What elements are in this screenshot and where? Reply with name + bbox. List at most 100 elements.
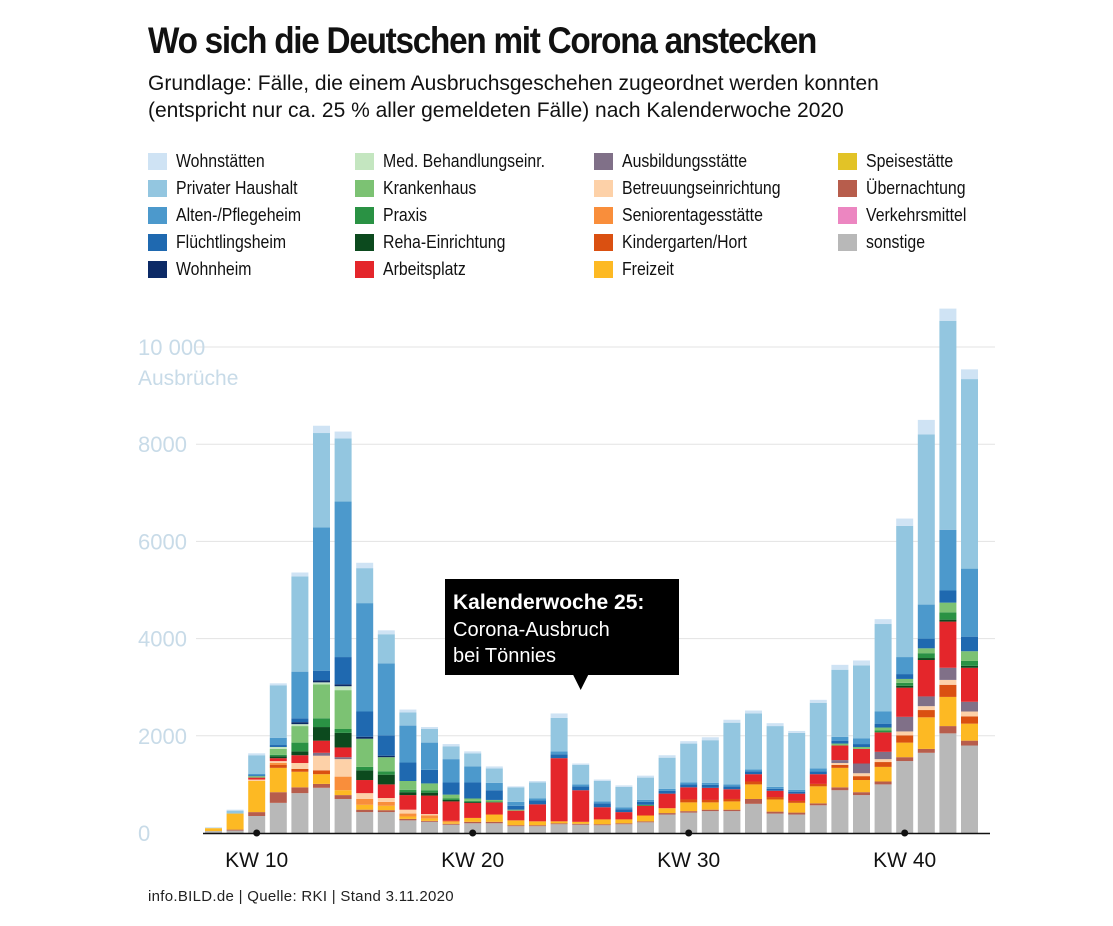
bar-segment-privater-haushalt [637,777,654,800]
bar-segment-arbeitsplatz [961,667,978,702]
bar-segment-uebernachtung [615,823,633,825]
bar-segment-wohnheim [356,736,374,739]
bar-segment-ausbildungsstaette [313,752,330,756]
bar-segment-freizeit [723,801,741,810]
bar-segment-freizeit [939,696,957,727]
bar-segment-uebernachtung [853,792,870,796]
bar-segment-privater-haushalt [529,782,546,799]
bar-segment-krankenhaus [421,783,438,791]
bar-segment-wohnstaetten [205,827,222,829]
bar-segment-uebernachtung [896,757,914,762]
bar-segment-uebernachtung [248,812,266,816]
bar-segment-kindergarten [917,710,935,718]
bar-segment-alten-pflegeheim [723,784,741,787]
bar-segment-freizeit [507,820,525,826]
bar-segment-arbeitsplatz [421,795,438,815]
bar-segment-privater-haushalt [485,768,503,783]
bar-segment-alten-pflegeheim [615,807,633,810]
bar-segment-praxis [874,730,892,733]
x-tick-dot [685,829,693,837]
bar-segment-wohnstaetten [550,713,568,718]
bar-segment-praxis [896,682,914,686]
bar-segment-freizeit [377,805,395,811]
bar-segment-sonstige [874,784,892,833]
bar-segment-krankenhaus [917,648,935,654]
bar-segment-wohnheim [291,722,309,725]
bar-segment-uebernachtung [572,823,590,825]
legend-item: Reha-Einrichtung [355,229,522,255]
bar-segment-fluechtlingsheim [874,723,892,728]
bar-segment-sonstige [269,802,287,833]
bar-segment-freizeit [680,802,698,812]
bar-segment-wohnheim [377,755,395,758]
bar-segment-uebernachtung [637,821,654,823]
bar-segment-privater-haushalt [464,753,482,767]
bar-segment-arbeitsplatz [485,802,503,815]
bar-segment-krankenhaus [442,794,460,799]
bar-segment-uebernachtung [507,825,525,827]
bar-segment-fluechtlingsheim [723,786,741,790]
bar-segment-ausbildungsstaette [334,757,352,760]
bar-segment-sonstige [464,823,482,833]
bar-segment-sonstige [788,814,806,833]
bar-segment-fluechtlingsheim [766,788,784,791]
bar-segment-arbeitsplatz [896,687,914,717]
bar-segment-fluechtlingsheim [356,711,374,737]
bar-segment-arbeitsplatz [550,758,568,822]
bar-segment-sonstige [485,823,503,833]
bar-segment-wohnstaetten [356,562,374,569]
bar-segment-betreuung [356,793,374,799]
y-axis-unit-label: Ausbrüche [138,367,238,390]
bar-segment-arbeitsplatz [853,748,870,764]
bar-segment-wohnstaetten [615,785,633,787]
bar-segment-alten-pflegeheim [572,784,590,787]
bar-segment-freizeit [485,814,503,822]
bar-segment-sonstige [334,798,352,833]
bar-segment-seniorentagesstaette [399,813,417,817]
bar-segment-freizeit [226,813,244,830]
bar-segment-wohnstaetten [917,419,935,435]
bar-segment-med-behandlung [313,682,330,685]
legend-item: Wohnheim [148,256,262,282]
bar-segment-alten-pflegeheim [442,759,460,783]
bar-segment-privater-haushalt [269,685,287,738]
bar-segment-praxis [917,653,935,659]
legend: Wohnstätten Privater Haushalt Alten-/Pfleg… [148,148,1018,288]
legend-swatch [148,260,167,278]
legend-swatch [148,152,167,170]
bar-segment-reha [421,792,438,796]
bar-segment-praxis [334,728,352,733]
bar-segment-sonstige [291,793,309,833]
legend-item: Kindergarten/Hort [594,229,764,255]
bar-segment-alten-pflegeheim [399,725,417,763]
x-tick-dot [901,829,909,837]
bar-segment-wohnstaetten [377,630,395,635]
bar-segment-fluechtlingsheim [442,782,460,795]
bar-segment-betreuung [917,706,935,711]
bar-segment-praxis [637,804,654,806]
bar-segment-krankenhaus [291,726,309,743]
legend-item: Praxis [355,202,433,228]
bar-segment-wohnstaetten [745,710,762,714]
legend-swatch [594,233,613,251]
legend-swatch [594,179,613,197]
bar-segment-sonstige [917,752,935,833]
bar-segment-sonstige [356,812,374,833]
legend-item: Speisestätte [838,148,965,174]
legend-swatch [148,233,167,251]
bar-segment-freizeit [809,786,827,804]
bar-segment-wohnstaetten [269,683,287,686]
bar-segment-sonstige [831,790,849,833]
bar-segment-sonstige [399,820,417,833]
bar-segment-kindergarten [269,764,287,768]
bar-segment-reha [356,770,374,781]
bar-segment-fluechtlingsheim [464,782,482,799]
bar-segment-wohnstaetten [831,664,849,670]
legend-item: Seniorentagesstätte [594,202,782,228]
bar-segment-kindergarten [723,798,741,802]
bar-segment-sonstige [658,814,676,833]
bar-segment-privater-haushalt [723,722,741,785]
bar-segment-seniorentagesstaette [356,798,374,805]
bar-segment-wohnstaetten [464,751,482,754]
legend-label: Privater Haushalt [176,177,298,198]
